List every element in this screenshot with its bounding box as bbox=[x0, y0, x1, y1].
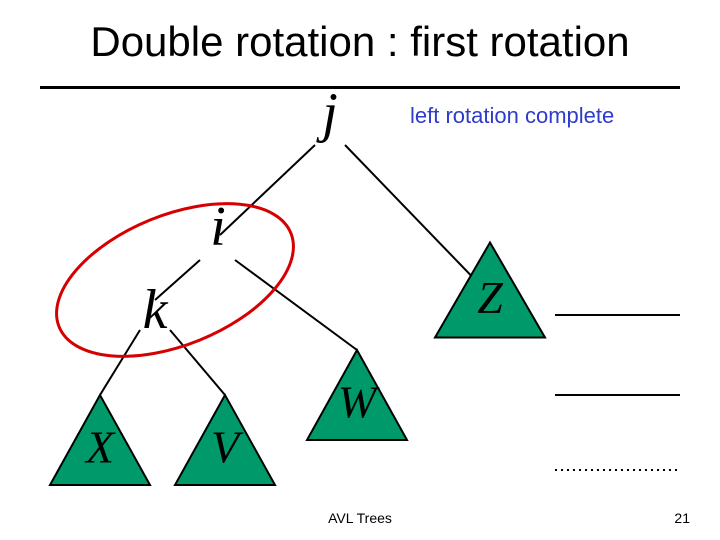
node-label: i bbox=[210, 196, 226, 258]
triangle-label: X bbox=[84, 421, 116, 472]
node-label: k bbox=[143, 279, 169, 341]
highlight-ellipse bbox=[35, 173, 315, 387]
footer-page: 21 bbox=[674, 510, 690, 526]
triangle-label: W bbox=[338, 376, 380, 427]
subtree-group: X V W Z bbox=[50, 243, 545, 486]
triangle-label: V bbox=[211, 421, 244, 472]
footer-center: AVL Trees bbox=[0, 510, 720, 526]
level-rules bbox=[555, 315, 680, 470]
node-label: j bbox=[316, 82, 338, 144]
tree-edges bbox=[100, 145, 485, 395]
triangle-label: Z bbox=[477, 272, 503, 323]
diagram-canvas: X V W Z j ik bbox=[0, 0, 720, 540]
